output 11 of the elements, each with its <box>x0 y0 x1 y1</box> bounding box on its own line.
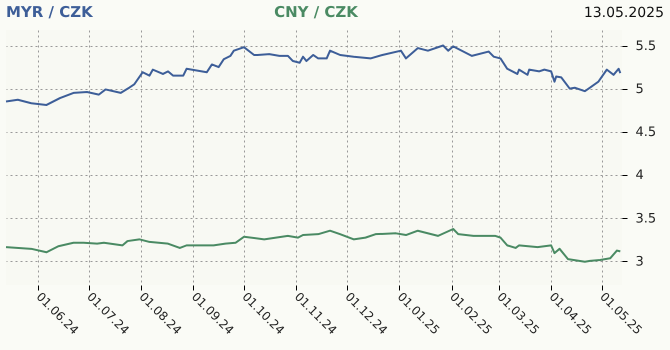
line-series <box>5 44 622 106</box>
y-tick-label: 5 <box>636 82 644 98</box>
y-tick-label: 3.5 <box>636 211 656 226</box>
text: MYR / CZK <box>6 3 94 21</box>
text: CNY / CZK <box>274 3 360 21</box>
y-tick-label: 4.5 <box>636 125 656 140</box>
y-tick-label: 4 <box>636 168 644 184</box>
text: 13.05.2025 <box>584 5 664 21</box>
y-tick-label: 3 <box>636 254 644 270</box>
y-tick-label: 5.5 <box>636 39 656 54</box>
line-series <box>5 228 622 263</box>
